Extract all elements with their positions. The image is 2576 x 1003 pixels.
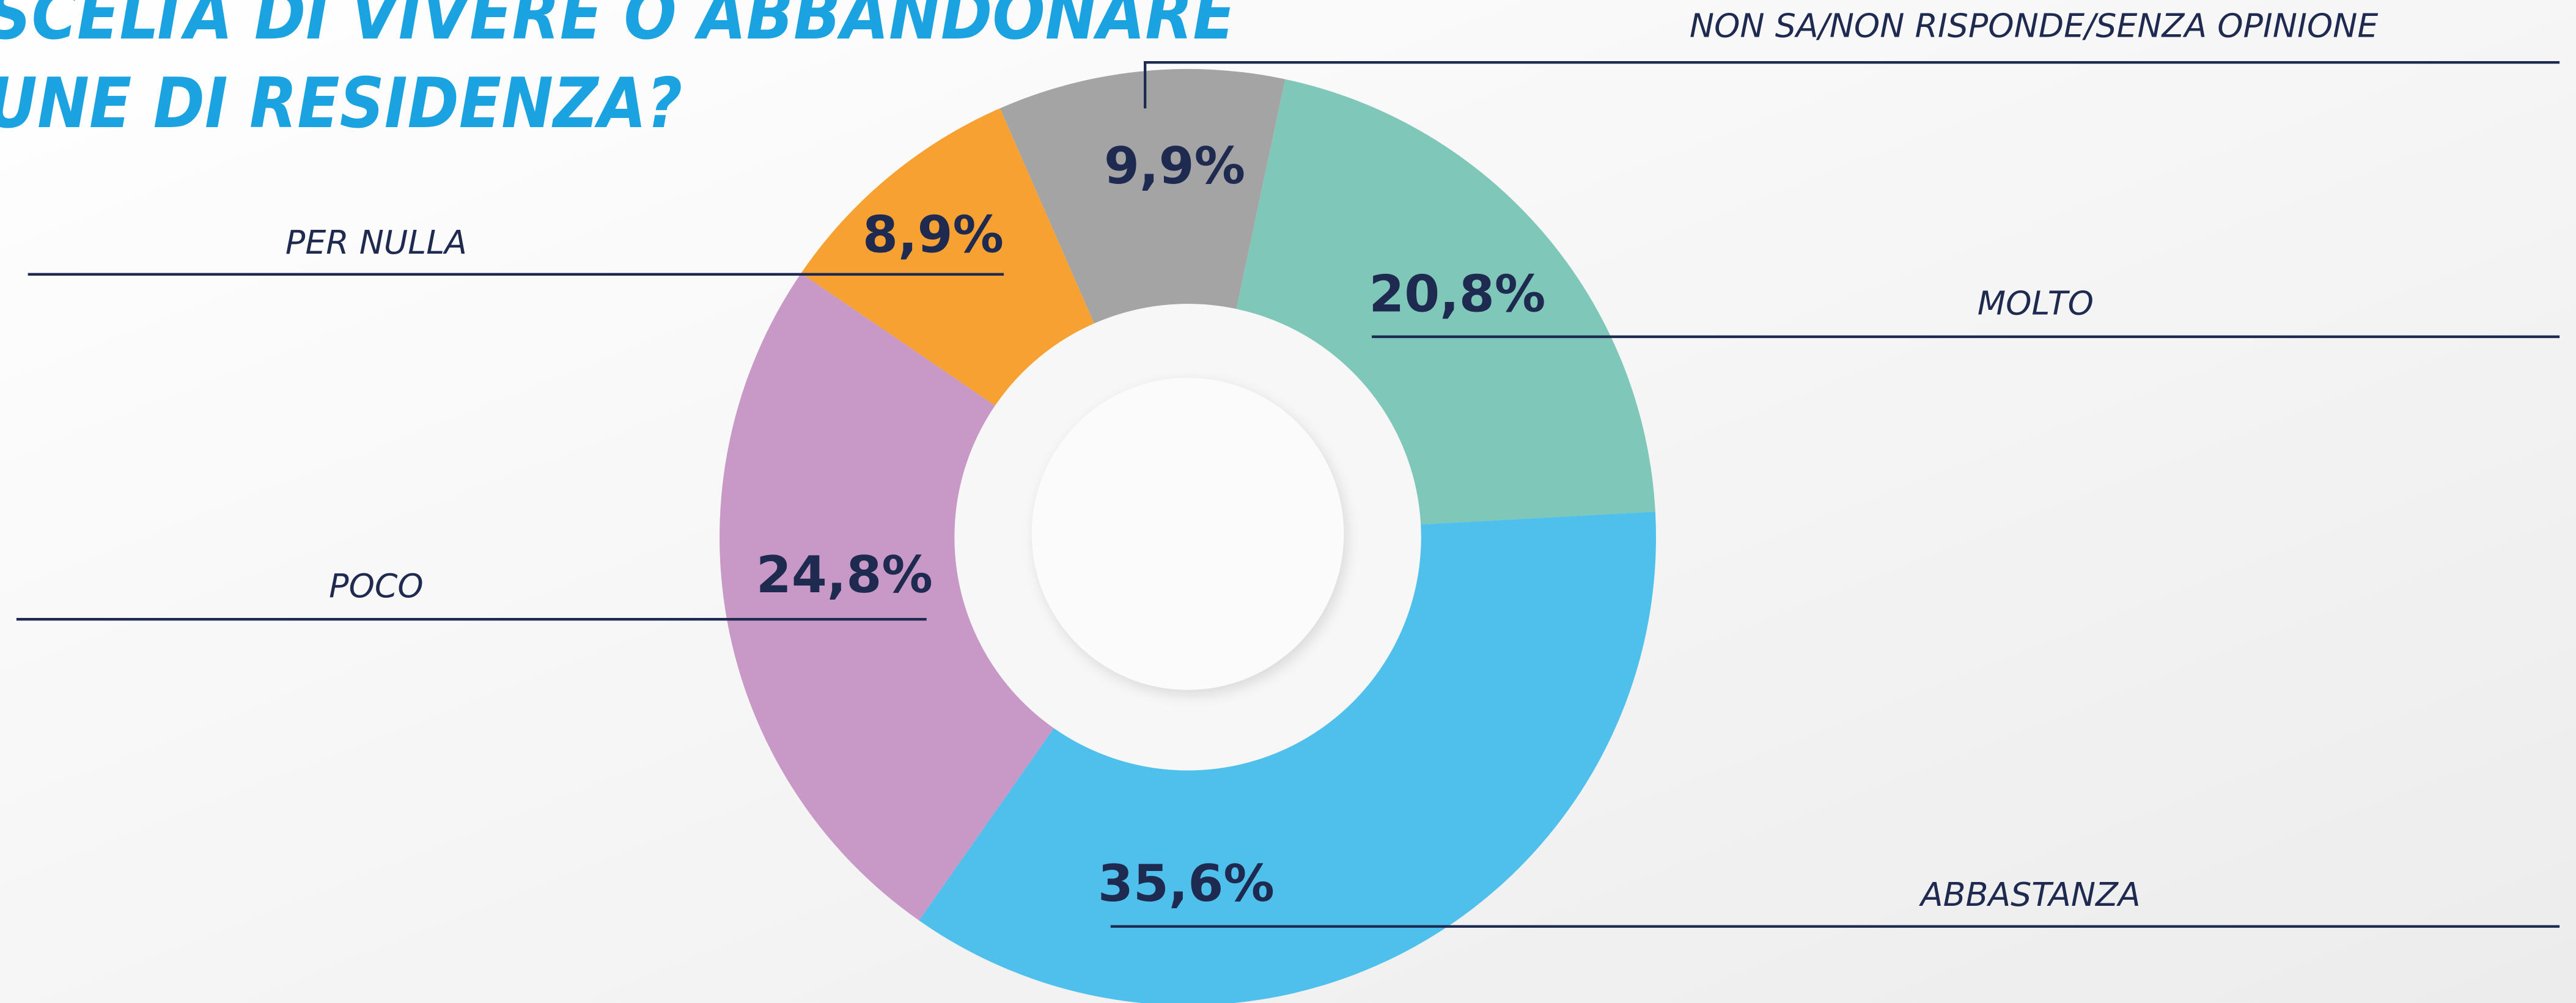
category-label: MOLTO bbox=[1978, 284, 2094, 323]
category-label: PER NULLA bbox=[285, 223, 467, 262]
donut-slice bbox=[1236, 79, 1655, 525]
value-label: 35,6% bbox=[1098, 854, 1275, 913]
category-label: ABBASTANZA bbox=[1919, 875, 2141, 914]
category-label: POCO bbox=[329, 567, 424, 605]
donut bbox=[719, 68, 1656, 1003]
category-label: NON SA/NON RISPONDE/SENZA OPINIONE bbox=[1690, 6, 2378, 45]
inner-disc bbox=[1031, 378, 1344, 690]
value-label: 20,8% bbox=[1369, 264, 1545, 323]
value-label: 8,9% bbox=[863, 205, 1004, 265]
donut-slice bbox=[801, 108, 1095, 406]
leader-line bbox=[1144, 61, 2560, 109]
labels: MOLTO 20,8% ABBASTANZA 35,6% POCO 24,8% PER NU… bbox=[16, 6, 2560, 928]
value-label: 24,8% bbox=[756, 545, 933, 604]
value-label: 9,9% bbox=[1104, 136, 1245, 196]
donut-slice bbox=[719, 273, 1054, 920]
donut-slice bbox=[919, 512, 1656, 1003]
title-line: UNE DI RESIDENZA? bbox=[0, 63, 682, 144]
title-line: SCELTA DI VIVERE O ABBANDONARE bbox=[0, 0, 1235, 55]
donut-slice bbox=[999, 68, 1286, 324]
